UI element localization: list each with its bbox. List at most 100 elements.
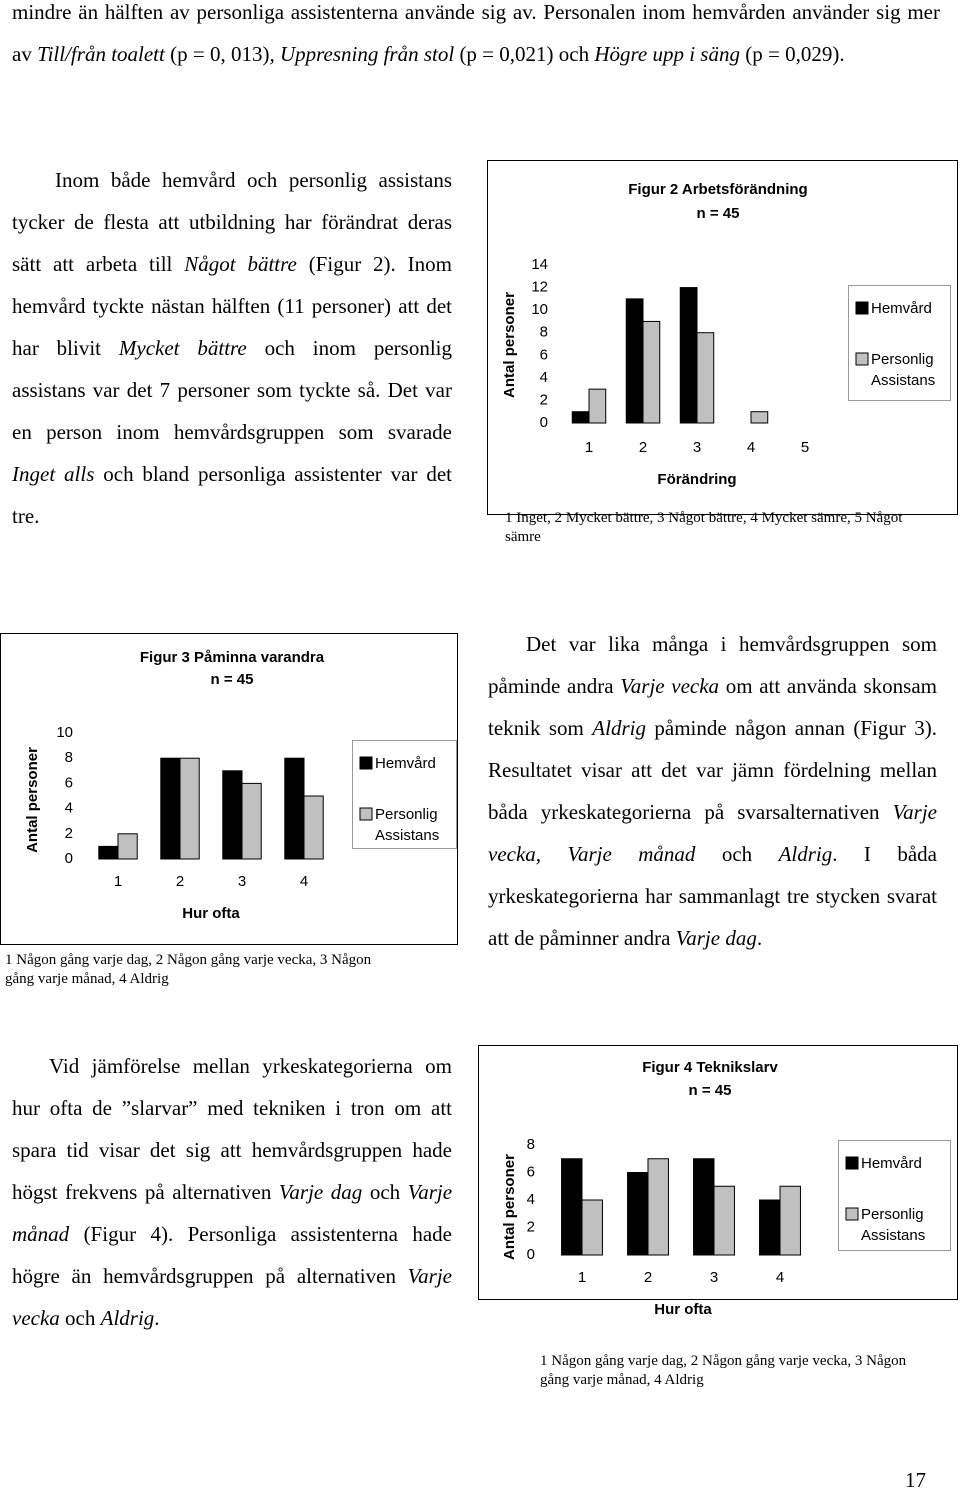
italic-text: Mycket bättre [118, 336, 247, 360]
x-tick-label: 5 [801, 439, 809, 456]
italic-text: Aldrig [592, 716, 646, 740]
bar [750, 411, 769, 424]
paragraph: Vid jämförelse mellan yrkeskategorierna … [12, 1045, 452, 1339]
italic-text: Aldrig [778, 842, 833, 866]
text-run: Vid jämförelse mellan yrkeskategorierna … [12, 1054, 452, 1204]
text-run: och inom personlig assistans var det 7 p… [12, 336, 452, 444]
text-run: mindre än hälften av personliga assisten… [12, 0, 940, 66]
x-tick-label: 4 [747, 439, 755, 456]
x-tick-label: 1 [578, 1269, 586, 1286]
figure-title: Figur 2 Arbetsförändning [628, 181, 807, 198]
y-tick-label: 0 [527, 1246, 535, 1263]
figure-note: 1 Inget, 2 Mycket bättre, 3 Något bättre… [505, 509, 903, 545]
bar [98, 845, 119, 860]
bar [759, 1199, 781, 1256]
figure-subtitle: n = 45 [697, 205, 740, 222]
italic-text: Varje dag [278, 1180, 363, 1204]
y-tick-label: 8 [527, 1136, 535, 1153]
page-number: 17 [905, 1468, 926, 1492]
text-run: påminde någon annan (Figur 3). Resultate… [488, 716, 937, 824]
text-run: (p = 0, 013), [164, 42, 280, 66]
y-tick-label: 14 [531, 256, 548, 273]
x-tick-label: 2 [639, 439, 647, 456]
bar [284, 757, 305, 860]
y-tick-label: 6 [527, 1163, 535, 1180]
bar [160, 757, 181, 860]
figure-frame [478, 1045, 958, 1300]
legend-swatch [855, 301, 869, 315]
y-axis-label: Antal personer [24, 747, 41, 853]
bar [222, 770, 243, 860]
italic-text: Till/från toalett [37, 42, 165, 66]
text-run: (Figur 2). Inom hemvård tyckte nästan hä… [12, 252, 452, 360]
y-tick-label: 2 [65, 825, 73, 842]
figure-title: Figur 4 Teknikslarv [642, 1059, 778, 1076]
bar [588, 388, 607, 424]
italic-text: Inget alls [12, 462, 95, 486]
bar [625, 298, 644, 424]
x-tick-label: 1 [114, 873, 122, 890]
bar [561, 1158, 583, 1256]
y-axis-label: Antal personer [501, 1154, 518, 1260]
italic-text: Aldrig [100, 1306, 155, 1330]
legend-label: Personlig Assistans [861, 1205, 926, 1244]
bar [303, 795, 324, 860]
y-tick-label: 10 [531, 301, 548, 318]
text-run: Det var lika många i hemvårdsgruppen som… [488, 632, 937, 698]
y-tick-label: 0 [65, 850, 73, 867]
x-axis-label: Hur ofta [654, 1301, 712, 1318]
x-tick-label: 4 [776, 1269, 784, 1286]
italic-text: Varje dag [675, 926, 757, 950]
legend-swatch [845, 1207, 859, 1221]
legend-swatch [855, 352, 869, 366]
y-tick-label: 12 [531, 279, 548, 296]
italic-text: Varje månad [12, 1180, 453, 1246]
x-tick-label: 3 [238, 873, 246, 890]
text-run: Inom både hemvård och personlig assistan… [12, 168, 452, 276]
legend-frame [848, 285, 951, 401]
x-tick-label: 2 [644, 1269, 652, 1286]
x-tick-label: 3 [693, 439, 701, 456]
text-run: . [756, 926, 763, 950]
italic-text: Något bättre [184, 252, 297, 276]
bar [779, 1185, 801, 1256]
bar [571, 411, 590, 424]
y-tick-label: 4 [527, 1191, 535, 1208]
y-tick-label: 0 [540, 414, 548, 431]
x-tick-label: 3 [710, 1269, 718, 1286]
italic-text: Uppresning från stol [279, 42, 455, 66]
figure-frame [0, 633, 458, 945]
legend-label: Hemvård [871, 299, 932, 317]
bar [117, 833, 138, 860]
y-tick-label: 8 [65, 749, 73, 766]
y-tick-label: 6 [65, 774, 73, 791]
x-tick-label: 2 [176, 873, 184, 890]
figure-frame [487, 160, 958, 515]
text-run: (p = 0,021) och [454, 42, 595, 66]
legend-swatch [845, 1156, 859, 1170]
text-run: (p = 0,029). [739, 42, 845, 66]
y-tick-label: 10 [56, 724, 73, 741]
bar [713, 1185, 735, 1256]
figure-note: 1 Någon gång varje dag, 2 Någon gång var… [540, 1352, 907, 1388]
bar [179, 757, 200, 860]
x-axis-label: Hur ofta [182, 905, 240, 922]
figure-title: Figur 3 Påminna varandra [140, 649, 325, 666]
bar [693, 1158, 715, 1256]
italic-text: Varje vecka [620, 674, 720, 698]
italic-text: Varje vecka, Varje månad [488, 800, 937, 866]
paragraph: mindre än hälften av personliga assisten… [12, 0, 940, 75]
text-run: och [59, 1306, 101, 1330]
figure-subtitle: n = 45 [689, 1082, 732, 1099]
y-tick-label: 6 [540, 346, 548, 363]
legend-label: Hemvård [375, 754, 436, 772]
bar [627, 1172, 649, 1256]
y-tick-label: 4 [540, 369, 548, 386]
legend-swatch [359, 807, 373, 821]
y-tick-label: 2 [540, 391, 548, 408]
y-axis-label: Antal personer [501, 292, 518, 398]
legend-swatch [359, 756, 373, 770]
text-run: . I båda yrkeskategorierna har sammanlag… [488, 842, 937, 950]
